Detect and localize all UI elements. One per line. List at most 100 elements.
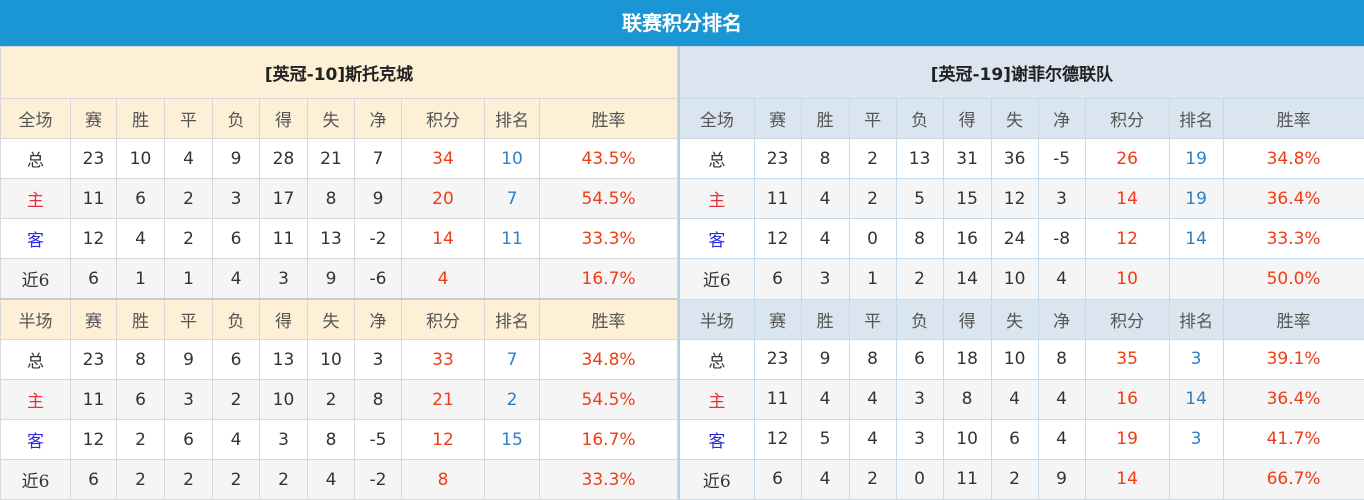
stat-cell: 2 bbox=[307, 379, 355, 420]
stat-cell: 16.7% bbox=[538, 419, 679, 460]
column-header: 平 bbox=[164, 98, 213, 139]
stat-cell: 4 bbox=[800, 218, 850, 260]
row-label: 总 bbox=[0, 339, 71, 380]
stat-cell: 8 bbox=[307, 419, 355, 460]
stat-cell: 2 bbox=[990, 458, 1039, 500]
stat-cell: 9 bbox=[164, 339, 213, 380]
stat-cell: 34.8% bbox=[1222, 138, 1364, 180]
table-row: 总 23 8 2 13 31 36 -5 26 19 34.8% bbox=[678, 138, 1364, 180]
stat-cell: 6 bbox=[212, 218, 260, 259]
stat-cell: 33 bbox=[401, 339, 485, 380]
stat-cell: 54.5% bbox=[538, 178, 679, 219]
stat-cell: 7 bbox=[354, 138, 402, 179]
stat-cell: 14 bbox=[1084, 458, 1170, 500]
stat-cell: 6 bbox=[70, 258, 117, 300]
stat-cell: 10 bbox=[307, 339, 355, 380]
stat-cell: 9 bbox=[1037, 458, 1086, 500]
stat-cell: 2 bbox=[212, 459, 260, 500]
stat-cell: 54.5% bbox=[538, 379, 679, 420]
stat-cell: 36 bbox=[990, 138, 1039, 180]
stat-cell: 39.1% bbox=[1222, 338, 1364, 380]
stat-cell bbox=[1168, 258, 1224, 300]
stat-cell: 6 bbox=[753, 258, 802, 300]
stat-cell: 10 bbox=[942, 418, 992, 460]
table-row: 近6 6 1 1 4 3 9 -6 4 16.7% bbox=[0, 258, 679, 300]
stat-cell: 1 bbox=[164, 258, 213, 300]
stat-cell: 2 bbox=[116, 419, 165, 460]
stat-cell: 2 bbox=[848, 178, 897, 220]
column-header: 净 bbox=[354, 98, 402, 139]
stat-cell: 19 bbox=[1168, 138, 1224, 180]
stat-cell: 6 bbox=[895, 338, 944, 380]
stat-cell: 3 bbox=[259, 419, 308, 460]
stat-cell: 33.3% bbox=[1222, 218, 1364, 260]
stat-cell: 8 bbox=[354, 379, 402, 420]
stat-cell: 2 bbox=[116, 459, 165, 500]
stat-cell: 11 bbox=[753, 378, 802, 420]
stat-cell bbox=[484, 258, 540, 300]
stat-cell: 23 bbox=[70, 339, 117, 380]
column-header: 平 bbox=[848, 298, 897, 340]
row-label: 总 bbox=[0, 138, 71, 179]
stat-cell: 6 bbox=[70, 459, 117, 500]
table-row: 客 12 4 2 6 11 13 -2 14 11 33.3% bbox=[0, 218, 679, 259]
stat-cell: 35 bbox=[1084, 338, 1170, 380]
column-header: 净 bbox=[1037, 298, 1086, 340]
stat-cell: 19 bbox=[1168, 178, 1224, 220]
stat-cell: 4 bbox=[800, 178, 850, 220]
stat-cell: 4 bbox=[307, 459, 355, 500]
section-label: 半场 bbox=[0, 298, 71, 340]
column-header: 积分 bbox=[1084, 298, 1170, 340]
stat-cell: 23 bbox=[753, 338, 802, 380]
stat-cell: 8 bbox=[800, 138, 850, 180]
stat-cell: 28 bbox=[259, 138, 308, 179]
stat-cell: 3 bbox=[895, 378, 944, 420]
stat-cell: 4 bbox=[848, 378, 897, 420]
stat-cell: 34 bbox=[401, 138, 485, 179]
column-header: 排名 bbox=[484, 98, 540, 139]
column-header: 得 bbox=[942, 98, 992, 140]
stat-cell: 3 bbox=[354, 339, 402, 380]
stat-cell: 12 bbox=[753, 418, 802, 460]
column-header: 失 bbox=[307, 298, 355, 340]
row-label: 主 bbox=[0, 178, 71, 219]
stat-cell: 9 bbox=[307, 258, 355, 300]
row-label: 近6 bbox=[0, 459, 71, 500]
stat-cell: 41.7% bbox=[1222, 418, 1364, 460]
stat-cell: 1 bbox=[116, 258, 165, 300]
table-row: 总 23 9 8 6 18 10 8 35 3 39.1% bbox=[678, 338, 1364, 380]
column-header: 赛 bbox=[70, 298, 117, 340]
stat-cell: 9 bbox=[354, 178, 402, 219]
stat-cell: 4 bbox=[212, 258, 260, 300]
table-row: 近6 6 2 2 2 2 4 -2 8 33.3% bbox=[0, 459, 679, 500]
home-team-standings: [英冠-10]斯托克城 全场赛胜平负得失净积分 排名 胜率总 23 10 4 9 28 21 7 34… bbox=[0, 46, 679, 500]
stat-cell: 43.5% bbox=[538, 138, 679, 179]
stat-cell: 23 bbox=[70, 138, 117, 179]
table-row: 近6 6 3 1 2 14 10 4 10 50.0% bbox=[678, 258, 1364, 300]
column-header: 负 bbox=[212, 98, 260, 139]
column-header: 得 bbox=[942, 298, 992, 340]
stat-cell: 2 bbox=[164, 178, 213, 219]
stat-cell: 2 bbox=[895, 258, 944, 300]
column-header: 胜率 bbox=[538, 98, 679, 139]
stat-cell: 3 bbox=[164, 379, 213, 420]
table-row: 主 11 4 4 3 8 4 4 16 14 36.4% bbox=[678, 378, 1364, 420]
stat-cell: 10 bbox=[259, 379, 308, 420]
stat-cell: 11 bbox=[753, 178, 802, 220]
column-header: 赛 bbox=[753, 98, 802, 140]
column-header: 赛 bbox=[753, 298, 802, 340]
stat-cell: 2 bbox=[484, 379, 540, 420]
stat-cell: 5 bbox=[895, 178, 944, 220]
stat-cell: 14 bbox=[1168, 378, 1224, 420]
section-header-row: 半场赛胜平负得失净积分 排名 胜率 bbox=[678, 298, 1364, 340]
stat-cell: 11 bbox=[942, 458, 992, 500]
stat-cell: 12 bbox=[70, 218, 117, 259]
stat-cell: 21 bbox=[307, 138, 355, 179]
stat-cell: 6 bbox=[753, 458, 802, 500]
stat-cell: -5 bbox=[354, 419, 402, 460]
stat-cell: 12 bbox=[1084, 218, 1170, 260]
table-row: 客 12 2 6 4 3 8 -5 12 15 16.7% bbox=[0, 419, 679, 460]
column-header: 积分 bbox=[1084, 98, 1170, 140]
stat-cell: 4 bbox=[800, 458, 850, 500]
stat-cell: 16.7% bbox=[538, 258, 679, 300]
